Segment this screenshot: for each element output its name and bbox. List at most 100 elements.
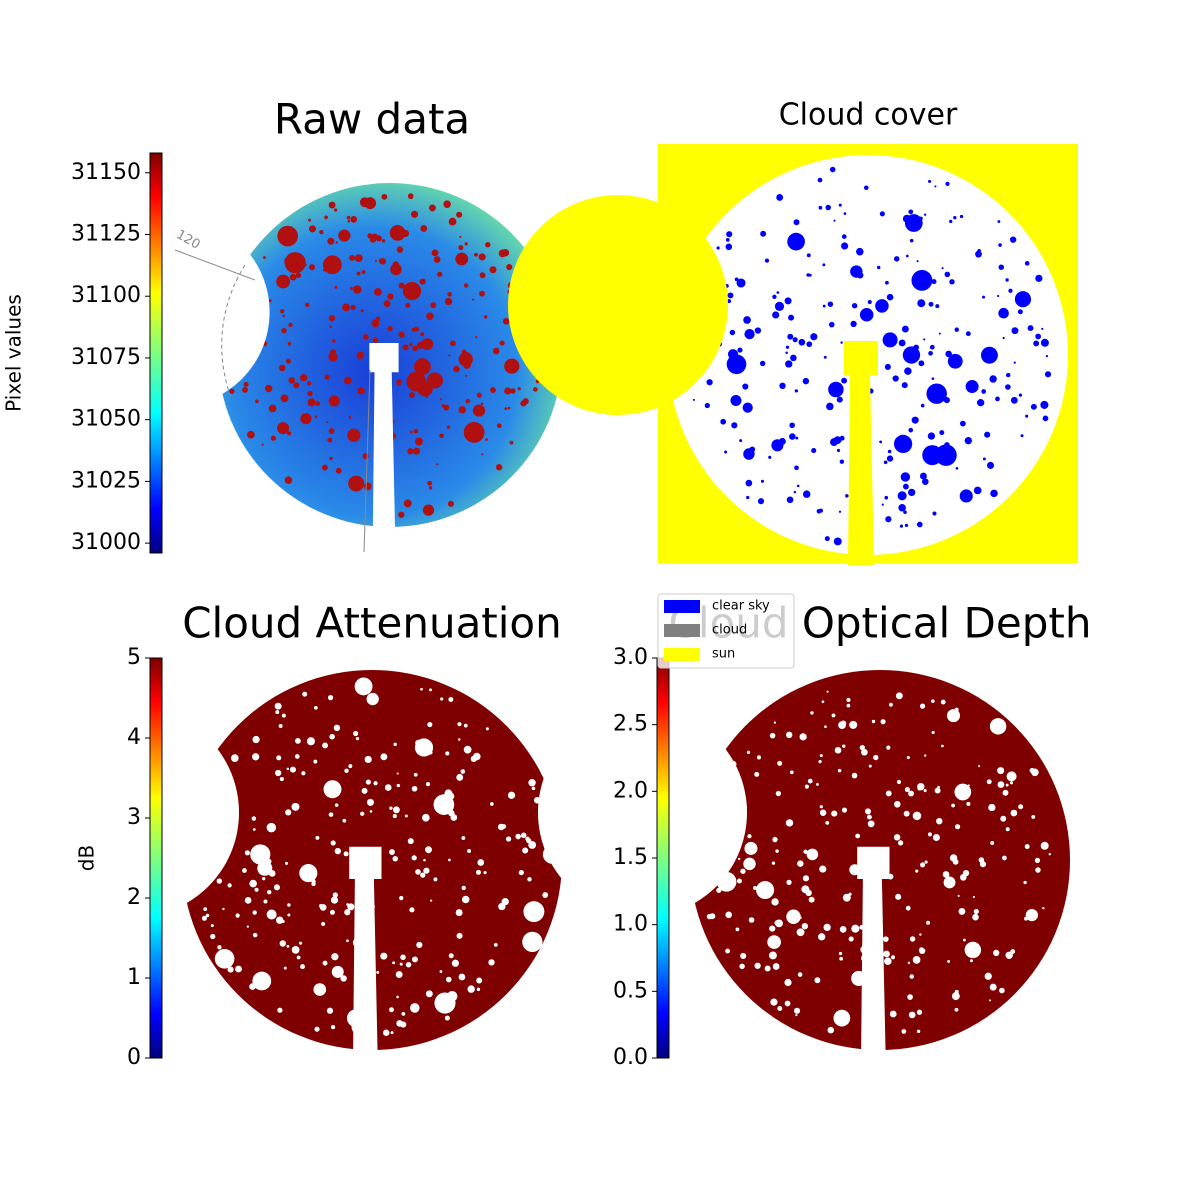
cloud-spot: [425, 846, 432, 854]
cloud-spot: [476, 392, 482, 398]
cloud-spot: [420, 225, 428, 232]
cloud-spot: [329, 733, 335, 740]
cloud-spot: [335, 241, 339, 244]
cloud-spot: [905, 254, 909, 258]
cloud-spot: [742, 402, 753, 413]
legend: clear sky cloud sun: [657, 593, 795, 669]
cloud-spot: [338, 229, 351, 242]
cloud-spot: [496, 423, 502, 429]
cloud-spot: [978, 765, 981, 768]
cloud-spot: [1002, 789, 1009, 796]
cloud-spot: [396, 772, 399, 775]
cloud-spot: [760, 479, 764, 483]
cloud-spot: [286, 767, 290, 771]
cloud-spot: [263, 256, 266, 259]
cloud-spot: [997, 294, 1000, 298]
cloud-spot: [1031, 768, 1039, 777]
cloud-spot: [416, 941, 423, 949]
cloud-spot: [842, 744, 846, 748]
cloud-spot: [810, 711, 814, 715]
cloud-spot: [281, 328, 287, 334]
cloud-spot: [390, 1031, 394, 1035]
cloud-spot: [706, 379, 713, 386]
cloud-spot: [882, 332, 898, 348]
cloud-spot: [467, 435, 470, 438]
cloud-spot: [353, 730, 359, 737]
cloud-spot: [477, 859, 485, 866]
cloud-spot: [746, 495, 750, 500]
cloud-spot: [945, 181, 950, 187]
cloud-spot: [422, 504, 435, 516]
cloud-spot: [855, 833, 861, 839]
cloud-spot: [463, 723, 468, 728]
tick-label: 2.0: [613, 778, 648, 803]
cloud-spot: [504, 358, 520, 374]
cloud-spot: [463, 421, 485, 443]
cloud-spot: [920, 403, 925, 408]
cloud-spot: [291, 802, 300, 811]
cloud-spot: [285, 809, 292, 816]
cloud-spot: [360, 811, 365, 816]
cloud-spot: [523, 901, 545, 923]
cloud-spot: [1033, 340, 1040, 347]
cloud-spot: [824, 725, 827, 729]
cloud-spot: [439, 433, 444, 439]
cloud-spot: [289, 273, 297, 281]
cloud-spot: [793, 1007, 801, 1014]
cloud-spot: [924, 754, 927, 757]
cloud-spot: [401, 229, 410, 238]
cloud-spot: [278, 364, 286, 372]
cloud-spot: [380, 753, 388, 761]
cloud-spot: [836, 396, 843, 403]
cloud-spot: [880, 719, 886, 725]
cloud-spot: [458, 406, 466, 414]
cloud-spot: [756, 755, 761, 760]
cloud-spot: [389, 849, 395, 855]
cloud-spot: [916, 1029, 921, 1034]
cloud-spot: [489, 266, 497, 274]
cloud-spot: [902, 346, 921, 364]
cloud-spot: [893, 256, 900, 262]
cloud-spot: [838, 951, 843, 956]
cloud-spot: [517, 387, 521, 391]
cloud-spot: [770, 998, 778, 1006]
cloud-spot: [964, 436, 972, 445]
cloud-spot: [214, 948, 235, 969]
cloud-spot: [402, 281, 422, 301]
cloud-spot: [465, 398, 471, 404]
cloud-spot: [793, 219, 800, 226]
cloud-spot: [528, 779, 536, 787]
cloud-spot: [285, 861, 289, 865]
cloud-spot: [254, 887, 259, 892]
cloud-spot: [864, 808, 872, 815]
cloud-spot: [937, 785, 940, 789]
cloud-spot: [288, 377, 295, 384]
cloud-spot: [802, 490, 811, 498]
cloud-spot: [836, 448, 841, 453]
cloud-spot: [1034, 857, 1041, 864]
cloud-spot: [346, 903, 349, 906]
cloud-spot: [772, 311, 780, 319]
cloud-spot: [787, 333, 794, 340]
cloud-spot: [954, 707, 959, 712]
cloud-spot: [293, 382, 300, 389]
cloud-spot: [764, 965, 771, 972]
cloud-spot: [1042, 415, 1049, 422]
cloud-spot: [321, 921, 326, 927]
cloud-spot: [398, 331, 405, 338]
cloud-spot: [541, 910, 545, 913]
cloud-spot: [376, 970, 380, 974]
cloud-spot: [885, 516, 892, 523]
cloud-spot: [1005, 278, 1009, 282]
cloud-spot: [409, 907, 415, 913]
cloud-spot: [924, 860, 928, 864]
cloud-spot: [792, 337, 798, 343]
cloud-spot: [908, 209, 914, 215]
image: [508, 144, 1078, 565]
cloud-spot: [363, 482, 372, 491]
cloud-spot: [807, 778, 813, 784]
cloud-spot: [227, 883, 232, 888]
cloud-spot: [286, 944, 290, 948]
cloud-spot: [328, 395, 340, 407]
